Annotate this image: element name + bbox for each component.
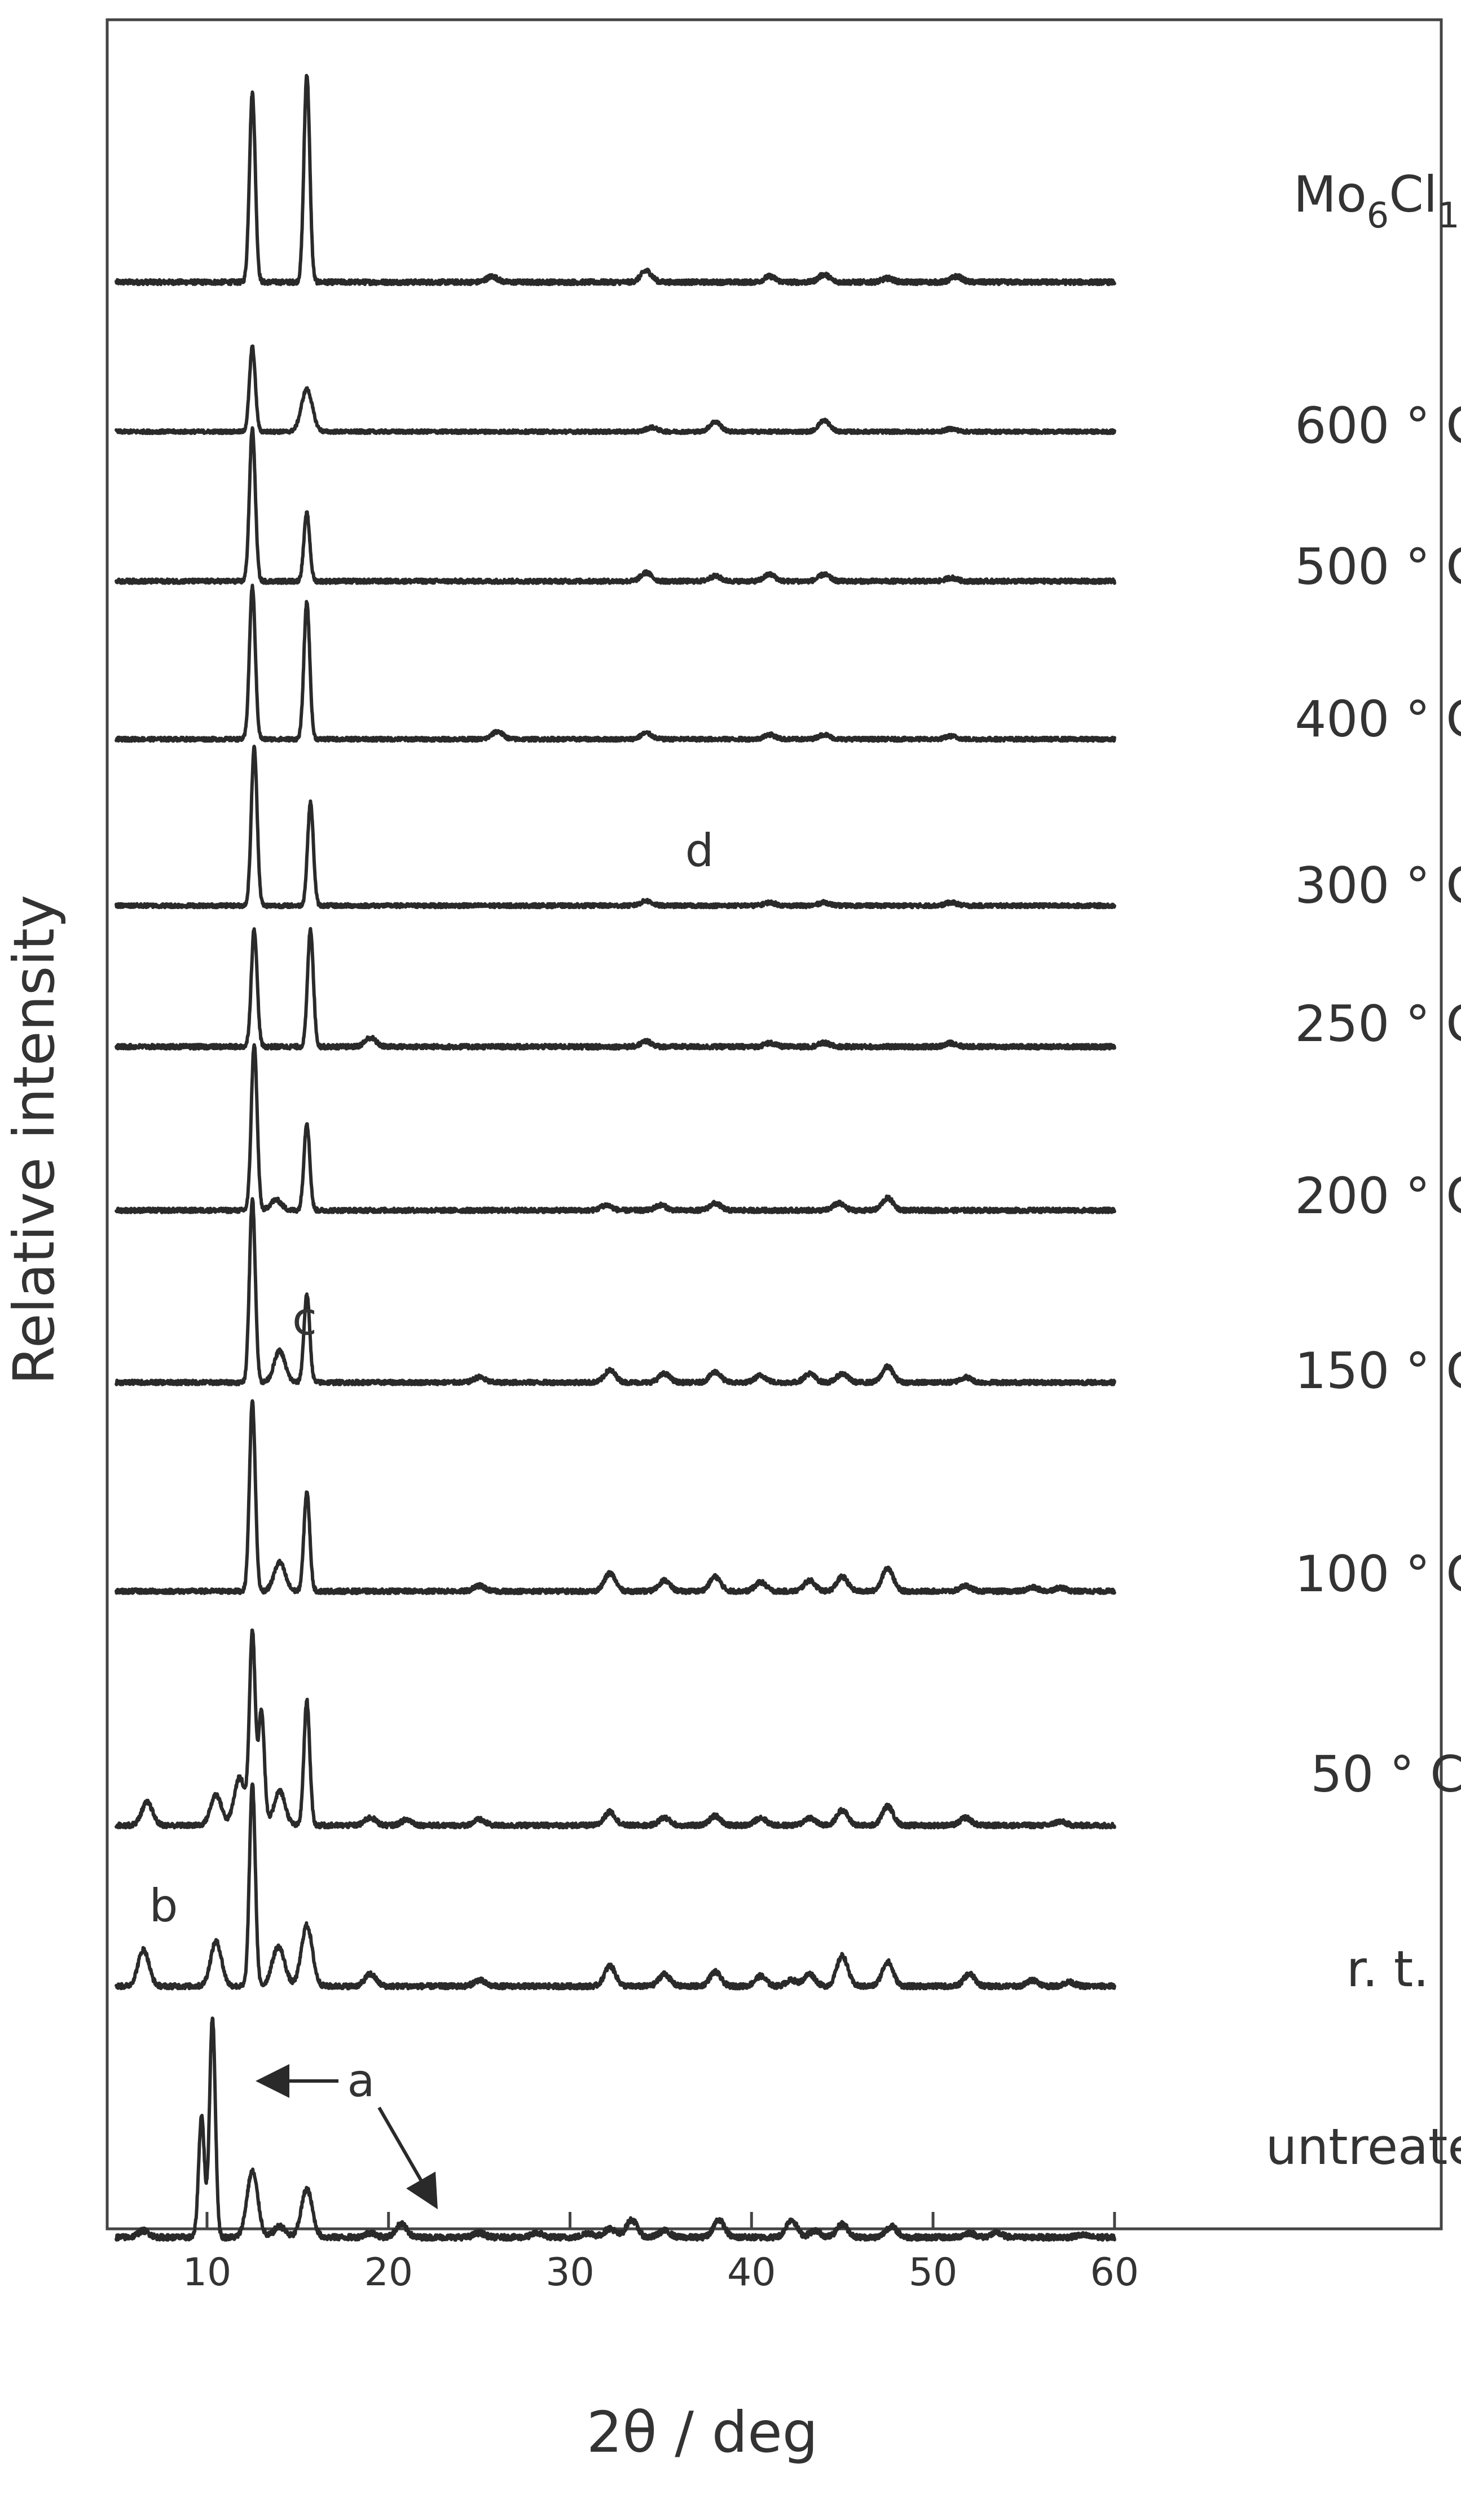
x-axis: 10 20 30 40 50 60: [183, 2212, 1139, 2295]
series-trace: [115, 1197, 1116, 1386]
series-trace: [115, 1782, 1116, 1991]
series-label: r. t.: [1346, 1940, 1429, 1998]
series-label: untreated: [1266, 2118, 1461, 2176]
series-trace: [115, 1043, 1116, 1214]
y-axis-label: Relative intensity: [1, 895, 67, 1385]
x-axis-label: 2θ / deg: [587, 2399, 818, 2465]
x-tick-label: 40: [727, 2250, 776, 2295]
series-trace: [115, 744, 1116, 910]
annotation-label: b: [149, 1880, 178, 1932]
series-label: 400 ° C: [1295, 690, 1461, 748]
series-label: 500 ° C: [1295, 538, 1461, 596]
x-tick-label: 20: [364, 2250, 413, 2295]
series-label: 600 ° C: [1295, 397, 1461, 455]
series-trace: [115, 2016, 1116, 2242]
series-label: 50 ° C: [1310, 1745, 1461, 1803]
series-trace: [115, 344, 1116, 436]
series-trace: [115, 927, 1116, 1051]
series-label: 100 ° C: [1295, 1545, 1461, 1603]
x-tick-label: 60: [1090, 2250, 1139, 2295]
series-label: 150 ° C: [1295, 1342, 1461, 1400]
x-tick-label: 50: [909, 2250, 958, 2295]
series-label: 200 ° C: [1295, 1167, 1461, 1225]
annotation-arrow: [377, 2106, 438, 2210]
annotations: a b c d: [149, 824, 714, 2210]
series-trace: [115, 1399, 1116, 1595]
x-tick-label: 30: [545, 2250, 595, 2295]
series-trace: [115, 426, 1116, 585]
annotation-label: c: [292, 1293, 317, 1345]
plot-area: [115, 73, 1116, 2242]
series-trace: [115, 583, 1116, 743]
series-label: 250 ° C: [1295, 995, 1461, 1053]
annotation-label: a: [347, 2054, 375, 2107]
plot-frame: [105, 18, 1443, 2231]
series-labels: Mo6Cl12 600 ° C 500 ° C 400 ° C 300 ° C 250 °…: [1266, 165, 1461, 2176]
series-label: 300 ° C: [1295, 857, 1461, 915]
annotation-label: d: [685, 824, 714, 877]
series-trace: [115, 1628, 1116, 1830]
series-trace: [115, 73, 1116, 287]
series-label: Mo6Cl12: [1293, 165, 1461, 236]
x-tick-label: 10: [183, 2250, 232, 2295]
